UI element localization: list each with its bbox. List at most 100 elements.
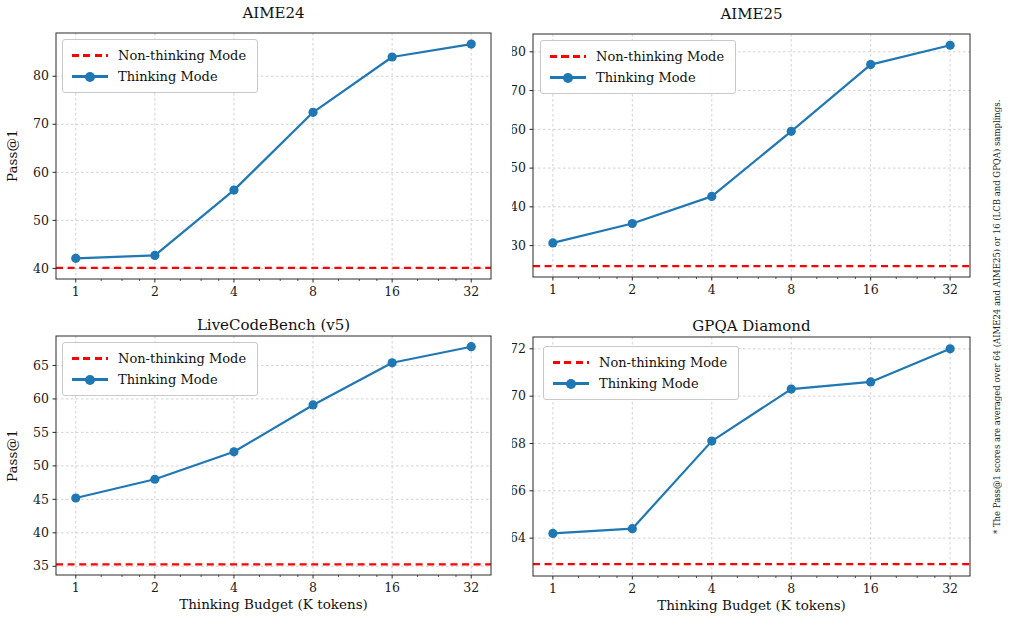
- chart-panel-aime24: 124816324050607080 AIME24 Pass@1 Non-thi…: [0, 0, 512, 307]
- data-point-marker: [150, 251, 159, 260]
- legend-item-thinking: Thinking Mode: [553, 373, 727, 394]
- data-point-marker: [628, 524, 637, 533]
- x-tick-label: 2: [628, 282, 636, 297]
- y-tick-label: 68: [512, 436, 526, 451]
- y-tick-label: 50: [512, 160, 526, 175]
- legend: Non-thinking Mode Thinking Mode: [62, 39, 258, 93]
- x-axis-label: Thinking Budget (K tokens): [533, 597, 970, 613]
- data-point-marker: [548, 238, 557, 247]
- legend: Non-thinking Mode Thinking Mode: [540, 40, 736, 94]
- legend-item-non-thinking: Non-thinking Mode: [553, 352, 727, 373]
- x-tick-label: 4: [230, 580, 238, 595]
- data-point-marker: [548, 529, 557, 538]
- x-tick-label: 1: [72, 580, 80, 595]
- x-tick-label: 4: [708, 581, 716, 596]
- y-tick-label: 80: [33, 68, 49, 83]
- non-thinking-line-sample: [72, 357, 108, 360]
- legend: Non-thinking Mode Thinking Mode: [543, 346, 739, 400]
- data-point-marker: [707, 192, 716, 201]
- x-tick-label: 16: [384, 580, 400, 595]
- data-point-marker: [467, 342, 476, 351]
- data-point-marker: [229, 447, 238, 456]
- chart-panel-livecodebench: 1248163235404550556065 LiveCodeBench (v5…: [0, 307, 512, 634]
- y-tick-label: 72: [512, 341, 526, 356]
- legend-label-thinking: Thinking Mode: [596, 70, 696, 85]
- y-tick-label: 60: [512, 122, 526, 137]
- marker-dot-icon: [566, 379, 576, 389]
- figure-footnote: * The Pass@1 scores are averaged over 64…: [992, 0, 1012, 634]
- x-tick-label: 8: [787, 581, 795, 596]
- data-point-marker: [308, 108, 317, 117]
- chart-panel-gpqa: 124816326466687072 GPQA Diamond Thinking…: [512, 307, 990, 634]
- non-thinking-line-sample: [550, 55, 586, 58]
- data-point-marker: [707, 437, 716, 446]
- marker-dot-icon: [85, 72, 95, 82]
- y-axis-label: Pass@1: [4, 336, 22, 575]
- thinking-line-sample: [550, 76, 586, 79]
- chart-title-livecodebench: LiveCodeBench (v5): [56, 316, 491, 334]
- legend-item-thinking: Thinking Mode: [550, 67, 724, 88]
- y-tick-label: 60: [33, 391, 49, 406]
- y-tick-label: 65: [33, 358, 49, 373]
- legend-label-non-thinking: Non-thinking Mode: [118, 351, 246, 366]
- x-tick-label: 16: [384, 284, 400, 299]
- data-point-marker: [229, 186, 238, 195]
- data-point-marker: [308, 400, 317, 409]
- chart-title-aime24: AIME24: [56, 4, 491, 22]
- x-tick-label: 2: [151, 580, 159, 595]
- chart-title-gpqa: GPQA Diamond: [533, 317, 970, 335]
- marker-dot-icon: [563, 73, 573, 83]
- y-tick-label: 45: [33, 492, 49, 507]
- thinking-line-sample: [553, 382, 589, 385]
- legend-item-non-thinking: Non-thinking Mode: [72, 45, 246, 66]
- y-tick-label: 70: [33, 116, 49, 131]
- legend-label-thinking: Thinking Mode: [599, 376, 699, 391]
- legend-label-non-thinking: Non-thinking Mode: [118, 48, 246, 63]
- x-tick-label: 16: [863, 282, 879, 297]
- y-tick-label: 70: [512, 388, 526, 403]
- data-point-marker: [946, 344, 955, 353]
- x-tick-label: 8: [309, 284, 317, 299]
- legend-label-thinking: Thinking Mode: [118, 69, 218, 84]
- x-tick-label: 1: [549, 581, 557, 596]
- thinking-line-sample: [72, 75, 108, 78]
- chart-title-aime25: AIME25: [533, 5, 970, 23]
- y-tick-label: 64: [512, 530, 526, 545]
- non-thinking-line-sample: [72, 54, 108, 57]
- y-tick-label: 35: [33, 558, 49, 573]
- x-tick-label: 8: [309, 580, 317, 595]
- data-point-marker: [388, 358, 397, 367]
- y-tick-label: 50: [33, 213, 49, 228]
- non-thinking-line-sample: [553, 361, 589, 364]
- legend-label-thinking: Thinking Mode: [118, 372, 218, 387]
- data-point-marker: [71, 254, 80, 263]
- y-tick-label: 66: [512, 483, 526, 498]
- data-point-marker: [866, 60, 875, 69]
- x-tick-label: 4: [708, 282, 716, 297]
- x-tick-label: 4: [230, 284, 238, 299]
- x-tick-label: 1: [549, 282, 557, 297]
- x-tick-label: 32: [942, 282, 958, 297]
- x-tick-label: 32: [942, 581, 958, 596]
- legend-label-non-thinking: Non-thinking Mode: [599, 355, 727, 370]
- x-tick-label: 32: [463, 580, 479, 595]
- data-point-marker: [388, 52, 397, 61]
- y-tick-label: 40: [33, 261, 49, 276]
- data-point-marker: [467, 39, 476, 48]
- data-point-marker: [787, 127, 796, 136]
- y-tick-label: 80: [512, 44, 526, 59]
- legend-item-thinking: Thinking Mode: [72, 66, 246, 87]
- data-point-marker: [787, 384, 796, 393]
- chart-panel-aime25: 12481632304050607080 AIME25 Non-thinking…: [512, 0, 990, 307]
- y-tick-label: 55: [33, 425, 49, 440]
- x-tick-label: 1: [72, 284, 80, 299]
- thinking-line-sample: [72, 378, 108, 381]
- legend-label-non-thinking: Non-thinking Mode: [596, 49, 724, 64]
- data-point-marker: [150, 475, 159, 484]
- y-tick-label: 40: [512, 199, 526, 214]
- legend-item-thinking: Thinking Mode: [72, 369, 246, 390]
- x-tick-label: 2: [151, 284, 159, 299]
- x-tick-label: 8: [787, 282, 795, 297]
- x-tick-label: 2: [628, 581, 636, 596]
- data-point-marker: [866, 377, 875, 386]
